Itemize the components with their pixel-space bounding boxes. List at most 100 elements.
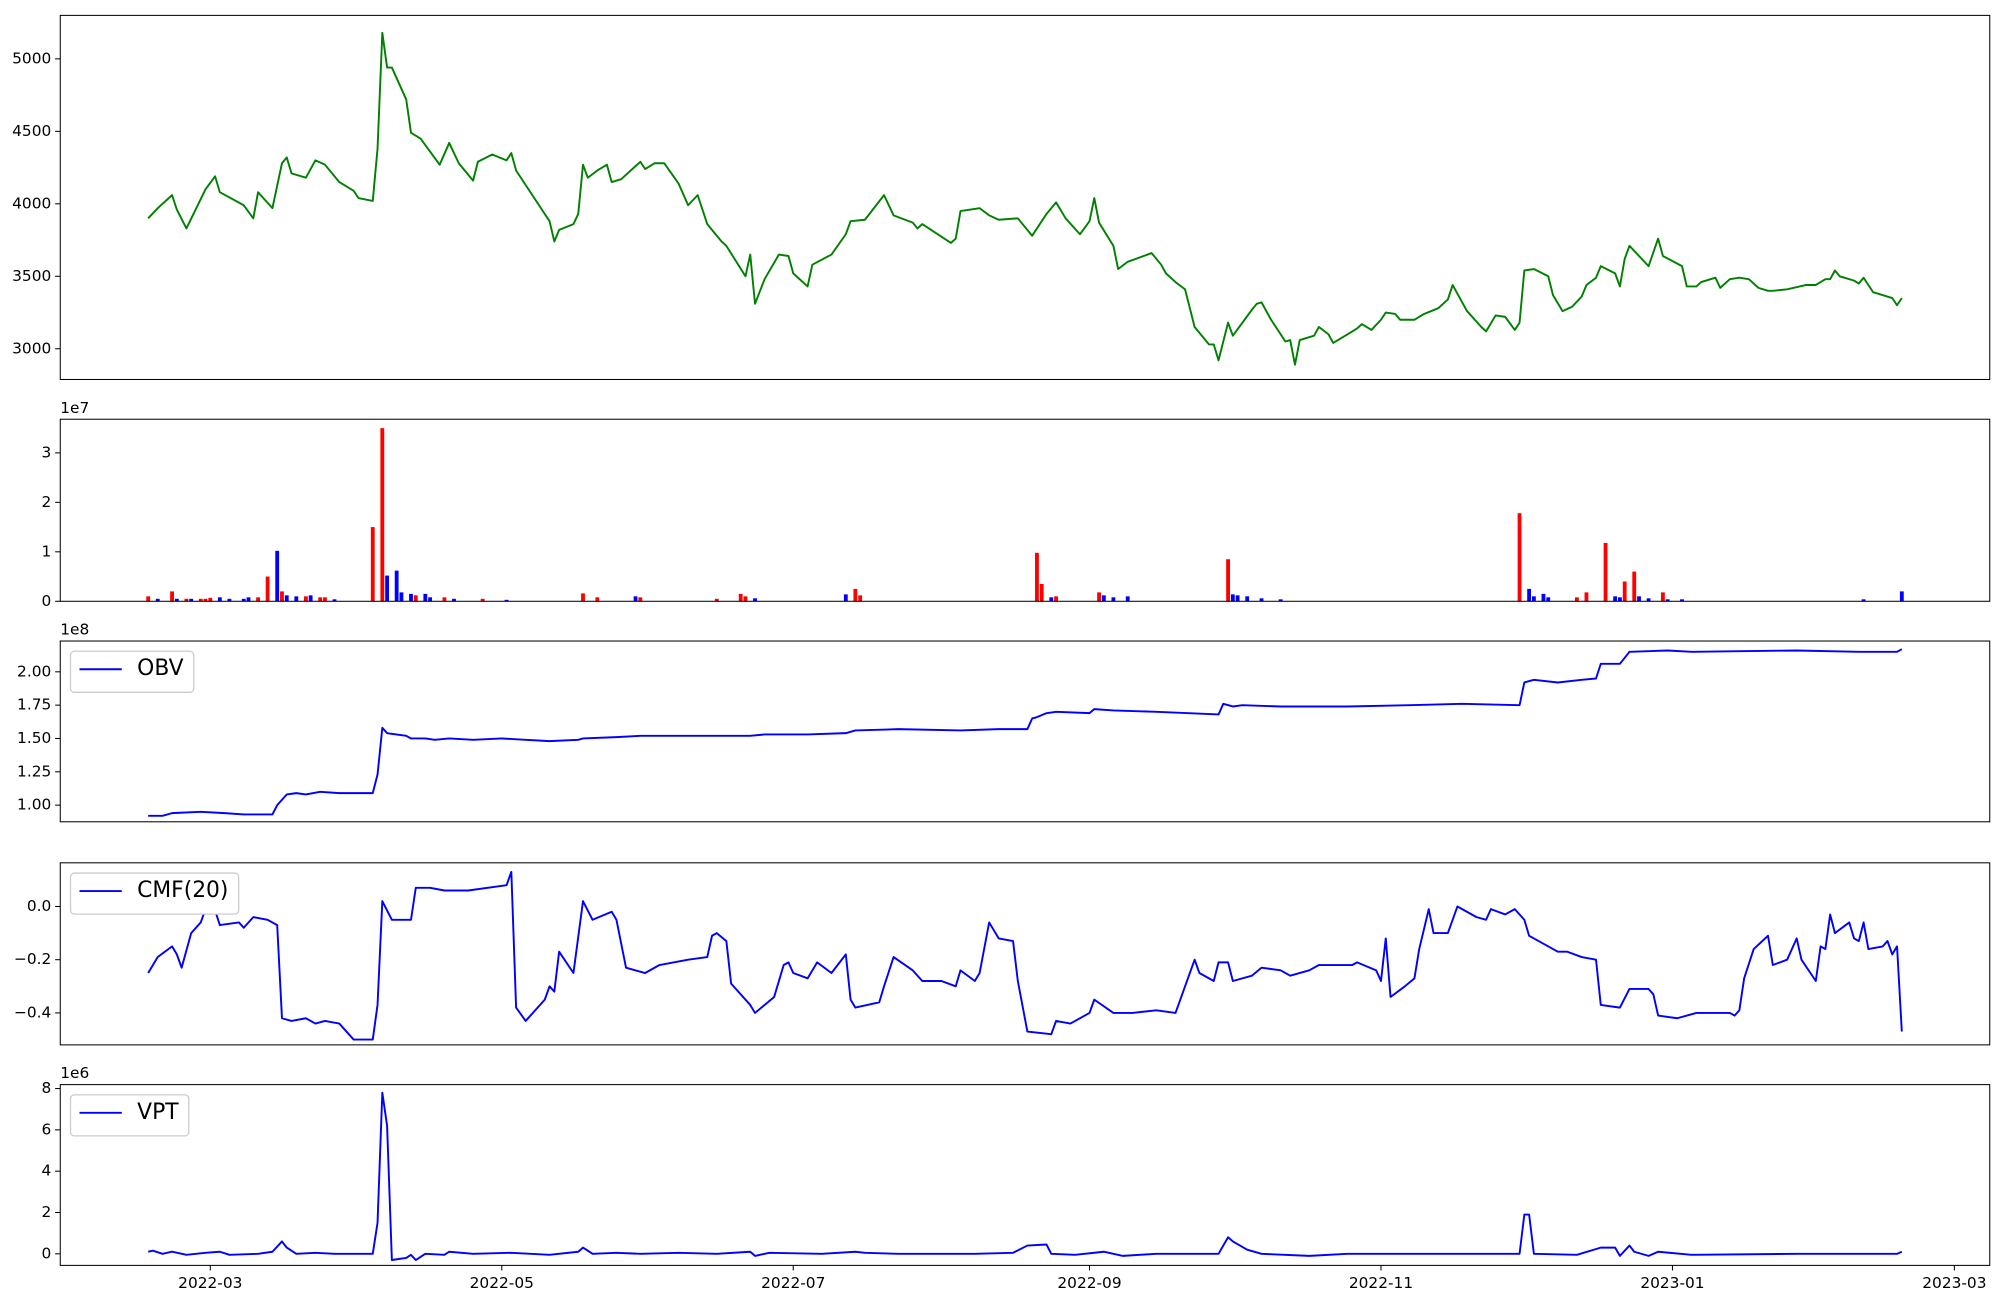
y-tick-label: 6 xyxy=(41,1120,51,1138)
bar xyxy=(1226,559,1230,602)
bar xyxy=(318,597,323,602)
bar xyxy=(308,595,313,602)
bar xyxy=(1632,571,1637,602)
bar xyxy=(399,592,404,602)
legend-label: CMF(20) xyxy=(137,878,228,903)
bar xyxy=(280,591,284,602)
y-tick-label: 3500 xyxy=(12,267,51,285)
bar xyxy=(423,593,428,602)
legend: OBV xyxy=(69,650,195,693)
bar xyxy=(1660,592,1665,602)
y-tick-label: 3 xyxy=(41,443,51,461)
y-tick-label: 1.25 xyxy=(17,762,51,780)
plot-area xyxy=(147,1091,1903,1261)
bar xyxy=(1665,599,1670,602)
legend-box xyxy=(69,1094,190,1137)
bar xyxy=(385,575,390,602)
y-tick-label: 2.00 xyxy=(17,662,51,680)
x-tick-label: 2022-09 xyxy=(1057,1274,1121,1292)
y-tick-label: 4000 xyxy=(12,194,51,212)
bar xyxy=(1646,598,1651,602)
bar xyxy=(1637,596,1641,602)
line xyxy=(147,1091,1903,1261)
bar xyxy=(208,597,213,602)
bar xyxy=(146,596,151,602)
bar xyxy=(1235,595,1240,602)
x-tick-label: 2023-01 xyxy=(1640,1274,1704,1292)
bar xyxy=(303,596,308,602)
y-tick-label: 1.00 xyxy=(17,796,51,814)
y-tick-label: 2 xyxy=(41,1203,51,1221)
bar xyxy=(714,598,719,602)
bar xyxy=(595,597,600,602)
bar xyxy=(480,598,485,602)
bar xyxy=(504,599,509,602)
bar xyxy=(1541,593,1546,602)
bar xyxy=(428,597,433,602)
x-tick-label: 2022-05 xyxy=(470,1274,534,1292)
panel: 1.00 1.25 1.50 1.75 2.00 1e8 OBV xyxy=(17,621,1991,823)
bar xyxy=(1531,596,1536,602)
bar xyxy=(442,597,447,602)
legend: CMF(20) xyxy=(69,872,240,915)
panel: −0.4 −0.2 0.0 CMF(20) xyxy=(14,862,1991,1046)
bar xyxy=(1039,583,1044,602)
bar xyxy=(394,570,399,602)
bar xyxy=(265,576,270,602)
bar xyxy=(332,599,337,602)
bar xyxy=(1230,594,1235,602)
x-tick-label: 2022-03 xyxy=(178,1274,242,1292)
bar xyxy=(1574,597,1579,602)
bar xyxy=(256,597,260,602)
bar xyxy=(1680,599,1684,602)
axis-offset-label: 1e8 xyxy=(60,621,89,639)
axes-frame xyxy=(59,418,1991,602)
bar xyxy=(1125,596,1130,602)
bar xyxy=(1049,597,1054,602)
bar xyxy=(1054,596,1058,602)
bar xyxy=(738,593,743,602)
axes-frame xyxy=(59,640,1991,823)
y-tick-label: 8 xyxy=(41,1079,51,1097)
y-tick-label: −0.2 xyxy=(14,950,51,968)
bar xyxy=(323,597,327,602)
bar xyxy=(1622,581,1627,602)
y-tick-label: 3000 xyxy=(12,339,51,357)
bar xyxy=(1617,597,1622,602)
bar xyxy=(198,598,203,602)
y-tick-label: 1 xyxy=(41,542,51,560)
bar xyxy=(1584,592,1589,602)
panel: 3000 3500 4000 4500 5000 xyxy=(12,14,1991,381)
panel: 0 2 4 6 8 1e6 2022-03 2022-05 2022-07 2022-09 2022… xyxy=(41,1064,1991,1292)
bar xyxy=(409,593,413,602)
y-tick-label: 1.50 xyxy=(17,729,51,747)
line xyxy=(147,870,1903,1041)
bar xyxy=(1613,596,1618,602)
bar xyxy=(246,597,251,602)
x-tick-label: 2023-03 xyxy=(1922,1274,1986,1292)
bar xyxy=(294,596,299,602)
bar xyxy=(184,598,189,602)
bar xyxy=(858,595,863,602)
y-tick-label: 2 xyxy=(41,493,51,511)
axes-frame xyxy=(59,862,1991,1046)
legend-label: VPT xyxy=(137,1100,179,1125)
bar xyxy=(174,598,179,602)
y-tick-label: 0 xyxy=(41,592,51,610)
legend: VPT xyxy=(69,1094,190,1137)
bar xyxy=(284,595,289,602)
bar xyxy=(370,527,375,602)
bar xyxy=(155,598,160,602)
bar xyxy=(189,598,194,602)
panel: 0 1 2 3 1e7 xyxy=(41,399,1991,610)
bar xyxy=(633,596,638,602)
y-tick-label: 4500 xyxy=(12,122,51,140)
bar xyxy=(1861,599,1866,602)
y-tick-label: 0.0 xyxy=(27,897,51,915)
bar xyxy=(217,597,222,602)
bar xyxy=(1245,596,1250,602)
legend-box xyxy=(69,872,240,915)
plot-area xyxy=(147,31,1903,366)
bar xyxy=(170,591,174,602)
